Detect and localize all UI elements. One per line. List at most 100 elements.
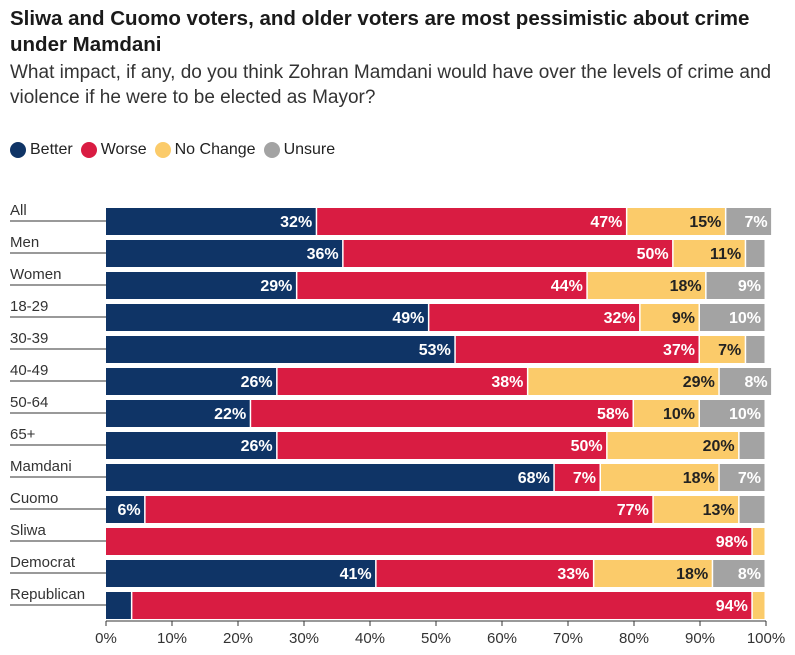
legend-item-worse: Worse xyxy=(80,141,147,159)
data-label: 9% xyxy=(738,278,761,295)
bar-segment-worse xyxy=(554,464,600,491)
bar-segment-no-change xyxy=(752,528,765,555)
legend-item-better: Better xyxy=(10,141,73,159)
bar-segment-unsure xyxy=(700,304,765,331)
bar-segment-worse xyxy=(376,560,593,587)
data-label: 18% xyxy=(683,470,715,487)
data-label: 26% xyxy=(241,374,273,391)
legend-label: Worse xyxy=(100,141,147,158)
x-tick-label: 0% xyxy=(95,630,117,647)
category-label: Republican xyxy=(10,586,85,603)
bar-segment-worse xyxy=(277,368,527,395)
chart-title: Sliwa and Cuomo voters, and older voters… xyxy=(10,7,750,56)
data-label: 22% xyxy=(214,406,246,423)
data-label: 7% xyxy=(718,342,741,359)
x-tick-label: 90% xyxy=(685,630,715,647)
data-label: 98% xyxy=(716,534,748,551)
bar-segment-no-change xyxy=(587,272,706,299)
x-tick-label: 30% xyxy=(289,630,319,647)
category-label: Sliwa xyxy=(10,522,47,539)
legend: Better Worse No Change Unsure xyxy=(10,141,335,159)
data-label: 18% xyxy=(676,566,708,583)
data-label: 32% xyxy=(604,310,636,327)
data-label: 38% xyxy=(491,374,523,391)
bar-segment-unsure xyxy=(706,272,765,299)
bar-segment-better xyxy=(106,400,250,427)
bar-segment-worse xyxy=(455,336,699,363)
data-label: 53% xyxy=(419,342,451,359)
data-label: 50% xyxy=(571,438,603,455)
bar-segment-unsure xyxy=(719,368,772,395)
bar-segment-better xyxy=(106,304,428,331)
data-label: 9% xyxy=(672,310,695,327)
category-label: 40-49 xyxy=(10,362,48,379)
bar-segment-no-change xyxy=(607,432,739,459)
data-label: 50% xyxy=(637,246,669,263)
category-label: 50-64 xyxy=(10,394,48,411)
bar-segment-better xyxy=(106,496,145,523)
data-label: 94% xyxy=(716,598,748,615)
bar-segment-no-change xyxy=(673,240,745,267)
data-label: 77% xyxy=(617,502,649,519)
x-tick-label: 40% xyxy=(355,630,385,647)
category-label: Democrat xyxy=(10,554,76,571)
x-tick-label: 10% xyxy=(157,630,187,647)
chart-subtitle: What impact, if any, do you think Zohran… xyxy=(10,62,772,108)
legend-swatch xyxy=(10,142,26,158)
data-label: 7% xyxy=(744,214,767,231)
data-label: 32% xyxy=(280,214,312,231)
bar-segment-unsure xyxy=(726,208,772,235)
data-label: 29% xyxy=(260,278,292,295)
bar-segment-no-change xyxy=(601,464,719,491)
data-label: 26% xyxy=(241,438,273,455)
data-label: 29% xyxy=(683,374,715,391)
bar-segment-no-change xyxy=(700,336,745,363)
data-label: 10% xyxy=(663,406,695,423)
bar-segment-unsure xyxy=(746,240,765,267)
data-label: 37% xyxy=(663,342,695,359)
data-label: 41% xyxy=(340,566,372,583)
data-label: 13% xyxy=(703,502,735,519)
legend-item-unsure: Unsure xyxy=(263,141,335,159)
bar-segment-unsure xyxy=(746,336,765,363)
data-label: 33% xyxy=(557,566,589,583)
bar-segment-no-change xyxy=(627,208,725,235)
category-label: Mamdani xyxy=(10,458,72,475)
x-tick-label: 20% xyxy=(223,630,253,647)
data-label: 58% xyxy=(597,406,629,423)
bar-segment-worse xyxy=(429,304,640,331)
category-label: Women xyxy=(10,266,61,283)
x-tick-label: 70% xyxy=(553,630,583,647)
category-label: Cuomo xyxy=(10,490,58,507)
bar-segment-better xyxy=(106,560,376,587)
bar-segment-unsure xyxy=(713,560,765,587)
x-tick-label: 100% xyxy=(747,630,785,647)
data-label: 8% xyxy=(744,374,767,391)
bar-segment-better xyxy=(106,336,455,363)
bar-segment-worse xyxy=(251,400,633,427)
x-tick-label: 50% xyxy=(421,630,451,647)
data-label: 10% xyxy=(729,310,761,327)
bar-segment-no-change xyxy=(640,304,699,331)
data-label: 7% xyxy=(738,470,761,487)
bar-segment-worse xyxy=(106,528,752,555)
data-label: 44% xyxy=(551,278,583,295)
data-label: 36% xyxy=(307,246,339,263)
data-label: 15% xyxy=(689,214,721,231)
bar-segment-better xyxy=(106,592,131,619)
bar-segment-better xyxy=(106,432,277,459)
bar-segment-unsure xyxy=(739,432,765,459)
bar-segment-better xyxy=(106,368,277,395)
category-label: All xyxy=(10,202,27,219)
bar-segment-unsure xyxy=(700,400,765,427)
bar-segment-better xyxy=(106,272,296,299)
bar-segment-worse xyxy=(317,208,626,235)
bar-segment-no-change xyxy=(594,560,712,587)
x-tick-label: 60% xyxy=(487,630,517,647)
data-label: 20% xyxy=(703,438,735,455)
bar-segment-unsure xyxy=(719,464,765,491)
bar-segment-worse xyxy=(132,592,752,619)
data-label: 11% xyxy=(710,246,741,263)
bar-segment-better xyxy=(106,240,343,267)
